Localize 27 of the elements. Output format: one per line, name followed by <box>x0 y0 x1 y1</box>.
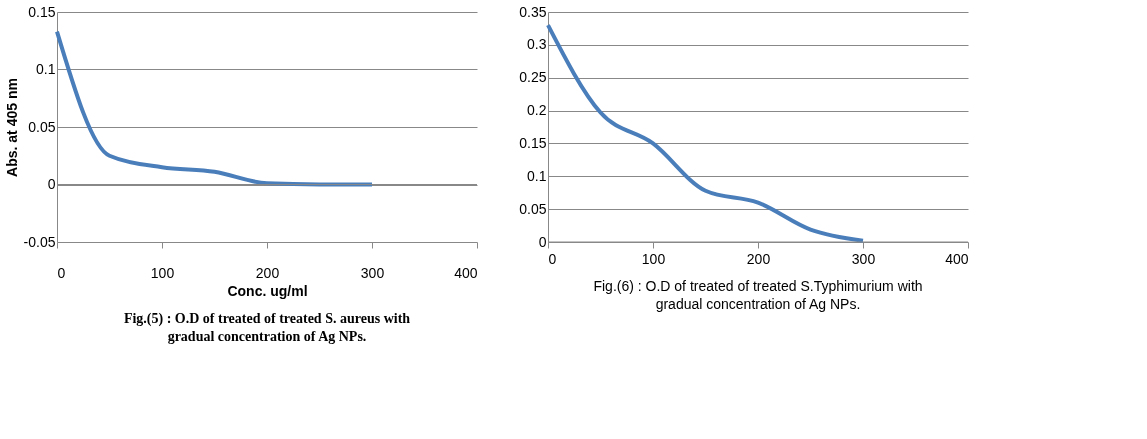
y-tick-label: 0 <box>538 233 547 250</box>
text: Fig.(5) : O.D of treated of treated S. aureus with gradual concentration of Ag NPs. <box>123 311 411 344</box>
y-tick-label: 0.25 <box>519 69 547 86</box>
y-tick-label: 0.3 <box>527 36 547 53</box>
x-tick-label: 300 <box>851 250 876 267</box>
x-tick-label: 100 <box>641 250 666 267</box>
y-tick-label: 0.05 <box>519 200 547 217</box>
x-tick-label: 200 <box>255 264 280 281</box>
x-tick-label: 200 <box>746 250 771 267</box>
y-tick-label: -0.05 <box>23 233 56 250</box>
y-tick-label: 0.1 <box>36 61 56 77</box>
y-tick-label: 0.15 <box>28 3 56 20</box>
line-series <box>546 23 865 243</box>
x-tick-label: 300 <box>360 264 385 281</box>
y-tick-label: 0 <box>47 176 56 192</box>
y-tick-label: 0.15 <box>519 134 547 151</box>
x-tick-label: 400 <box>454 264 478 281</box>
y-tick-label: 0.1 <box>527 167 547 184</box>
line-series <box>55 29 374 187</box>
y-tick-label: 0.2 <box>527 102 547 119</box>
x-tick-label: 400 <box>945 250 969 267</box>
y-axis-title: Abs. at 405 nm <box>3 78 20 177</box>
y-tick-label: 0.35 <box>519 3 547 20</box>
x-tick-label: 100 <box>150 264 175 281</box>
x-axis-title: Conc. ug/ml <box>227 282 308 299</box>
y-tick-label: 0.05 <box>28 118 56 135</box>
text: Fig.(6) : O.D of treated of treated S.Typhimurium with gradual concentration of Ag NPs. <box>593 278 923 312</box>
